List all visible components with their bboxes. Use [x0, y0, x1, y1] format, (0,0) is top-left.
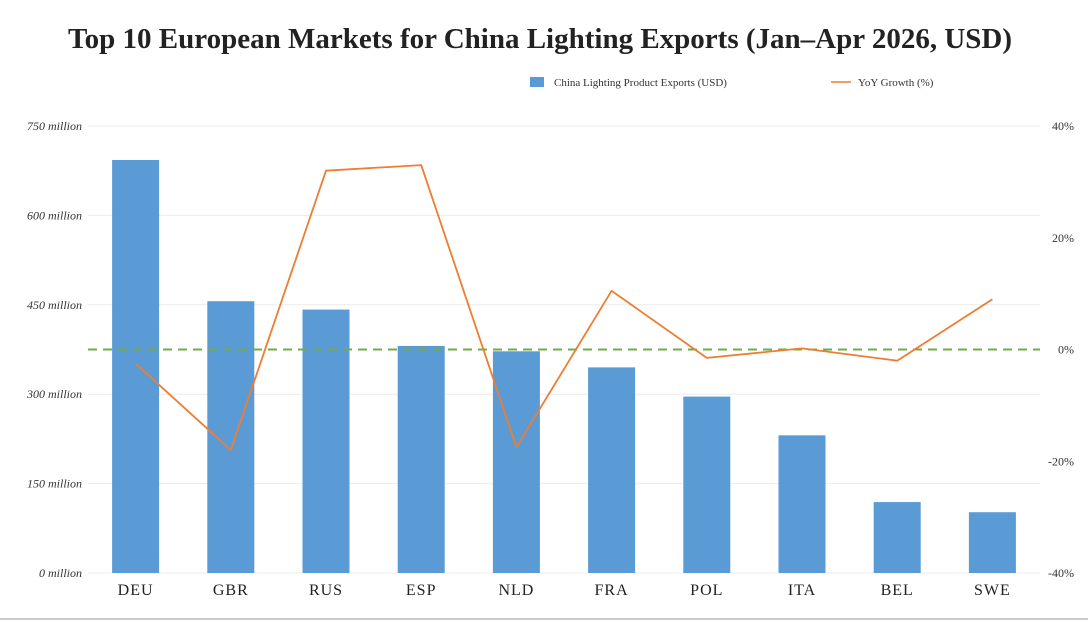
x-ticks: DEU GBR RUS ESP NLD FRA POL ITA BEL SWE: [118, 582, 1011, 599]
y-right-tick-label: -40%: [1048, 566, 1074, 580]
bar-bel: [873, 502, 921, 573]
bar-rus: [302, 309, 350, 573]
bar-ita: [778, 435, 826, 573]
gridlines: [0, 125, 1088, 620]
bars: [112, 159, 1016, 574]
x-tick-label: DEU: [118, 582, 154, 599]
x-tick-label: BEL: [881, 582, 914, 599]
y-left-tick-label: 750 million: [27, 119, 82, 133]
bar-swe: [968, 512, 1016, 573]
bar-pol: [683, 396, 731, 573]
y-left-ticks: 0 million 150 million 300 million 450 milli…: [26, 119, 82, 580]
legend-bar-label: China Lighting Product Exports (USD): [554, 77, 727, 89]
bar-deu: [112, 159, 160, 574]
x-tick-label: ITA: [788, 582, 816, 599]
y-left-tick-label: 300 million: [26, 387, 82, 401]
bar-gbr: [207, 301, 255, 573]
chart-title: Top 10 European Markets for China Lighti…: [68, 23, 1012, 55]
y-right-tick-label: 20%: [1052, 231, 1074, 245]
growth-polyline: [134, 164, 993, 452]
x-tick-label: NLD: [498, 582, 534, 599]
x-tick-label: ESP: [406, 582, 437, 599]
bar-fra: [588, 367, 636, 573]
x-tick-label: POL: [690, 582, 723, 599]
y-right-tick-label: -20%: [1048, 454, 1074, 468]
bar-esp: [397, 345, 445, 573]
legend-line-label: YoY Growth (%): [858, 77, 934, 89]
legend-bar-swatch: [530, 77, 544, 87]
y-left-tick-label: 450 million: [27, 298, 82, 312]
y-right-ticks: -40% -20% 0% 20% 40%: [1048, 119, 1074, 580]
bar-nld: [492, 351, 540, 573]
x-tick-label: GBR: [213, 582, 249, 599]
x-tick-label: FRA: [595, 582, 629, 599]
y-right-tick-label: 40%: [1052, 119, 1074, 133]
y-right-tick-label: 0%: [1058, 343, 1074, 357]
y-left-tick-label: 600 million: [27, 208, 82, 222]
legend: China Lighting Product Exports (USD) YoY…: [530, 77, 934, 89]
growth-line: [134, 164, 993, 452]
x-tick-label: SWE: [974, 582, 1011, 599]
y-left-tick-label: 150 million: [27, 477, 82, 491]
y-left-tick-label: 0 million: [39, 566, 82, 580]
x-tick-label: RUS: [309, 582, 343, 599]
